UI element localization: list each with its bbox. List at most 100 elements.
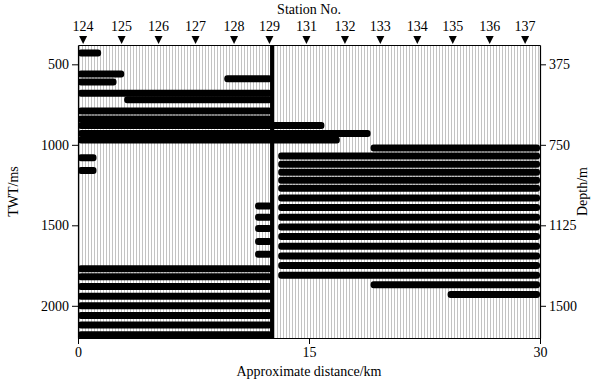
station-marker [486, 36, 494, 44]
reflector [78, 293, 272, 300]
tick-mark [540, 145, 546, 146]
station-marker [413, 36, 421, 44]
reflector [78, 331, 272, 338]
axis-line [78, 46, 79, 339]
tick-mark [78, 338, 79, 344]
reflector [255, 202, 272, 209]
reflector [124, 96, 272, 103]
station-marker [230, 36, 238, 44]
reflector [78, 167, 96, 174]
tick: 131 [296, 19, 317, 45]
tick-mark [72, 145, 78, 146]
reflector [278, 161, 540, 168]
tick: 375 [540, 57, 570, 72]
tick: 2000 [41, 299, 78, 314]
tick: 1500 [540, 299, 577, 314]
tick-label: 15 [303, 345, 317, 360]
tick: 128 [224, 19, 245, 45]
reflector [448, 291, 540, 298]
x-axis: 0 15 30 [75, 338, 548, 360]
reflector [278, 185, 540, 192]
tick: 1125 [540, 218, 576, 233]
reflector [255, 214, 272, 221]
tick: 500 [48, 57, 78, 72]
tick-label: 750 [549, 138, 570, 153]
axis-line [540, 46, 541, 339]
tick-label: 30 [534, 345, 548, 360]
reflector [255, 225, 272, 232]
tick-label: 1125 [549, 218, 576, 233]
tick-label: 137 [515, 19, 536, 34]
reflector [78, 116, 272, 123]
reflector [78, 122, 324, 129]
tick-label: 125 [111, 19, 132, 34]
station-marker [449, 36, 457, 44]
tick-label: 131 [296, 19, 317, 34]
station-marker [302, 36, 310, 44]
station-marker [521, 36, 529, 44]
reflector [78, 273, 272, 280]
tick-mark [540, 225, 546, 226]
tick: 132 [334, 19, 355, 45]
reflector [371, 145, 540, 152]
y-axis: 500 1000 1500 2000 [41, 46, 79, 339]
tick: 1500 [41, 218, 78, 233]
tick: 15 [303, 338, 317, 360]
tick-label: 375 [549, 57, 570, 72]
reflector [78, 70, 124, 77]
station-marker [265, 36, 273, 44]
reflector [371, 281, 540, 288]
tick-mark [72, 306, 78, 307]
station-axis: 124125126127128129131132133134135136137 [73, 19, 541, 46]
reflector [78, 130, 371, 137]
reflector [278, 262, 540, 269]
axis-line [79, 45, 541, 46]
station-marker [155, 36, 163, 44]
reflector [78, 108, 272, 115]
reflector [278, 223, 540, 230]
reflector [255, 251, 272, 258]
plot: 0 15 30 500 1000 1500 2000 375 750 1125 1500 124 125… [41, 19, 577, 360]
tick: 126 [148, 19, 169, 45]
tick: 137 [515, 19, 536, 45]
tick-label: 1500 [41, 218, 69, 233]
tick-mark [540, 64, 546, 65]
reflector [278, 272, 540, 279]
boundary-line [270, 45, 274, 338]
reflector [78, 302, 272, 309]
reflector [78, 79, 117, 86]
tick: 30 [534, 338, 548, 360]
tick-label: 132 [334, 19, 355, 34]
reflector [278, 177, 540, 184]
tick-label: 134 [407, 19, 428, 34]
tick: 1000 [41, 138, 78, 153]
tick-label: 126 [148, 19, 169, 34]
reflector [78, 322, 272, 329]
y2-axis-title: Depth/m [575, 167, 590, 216]
tick: 134 [407, 19, 428, 45]
top-axis-title: Station No. [277, 2, 341, 17]
tick-label: 124 [73, 19, 94, 34]
station-marker [79, 36, 87, 44]
tick: 124 [73, 19, 94, 45]
trace-texture [78, 45, 540, 338]
tick: 0 [75, 338, 82, 360]
chart: 0 15 30 500 1000 1500 2000 375 750 1125 1500 124 125… [0, 0, 597, 382]
reflector [78, 90, 272, 97]
tick-label: 500 [48, 57, 69, 72]
reflector [224, 75, 272, 82]
reflector [78, 154, 96, 161]
tick: 127 [185, 19, 206, 45]
station-marker [192, 36, 200, 44]
tick-label: 128 [224, 19, 245, 34]
reflector [78, 265, 272, 272]
tick: 125 [111, 19, 132, 45]
tick-mark [72, 64, 78, 65]
reflector [278, 194, 540, 201]
tick-mark [540, 306, 546, 307]
marks [78, 45, 540, 338]
tick-label: 2000 [41, 299, 69, 314]
tick-label: 135 [442, 19, 463, 34]
reflector [78, 283, 272, 290]
reflector [78, 136, 340, 143]
